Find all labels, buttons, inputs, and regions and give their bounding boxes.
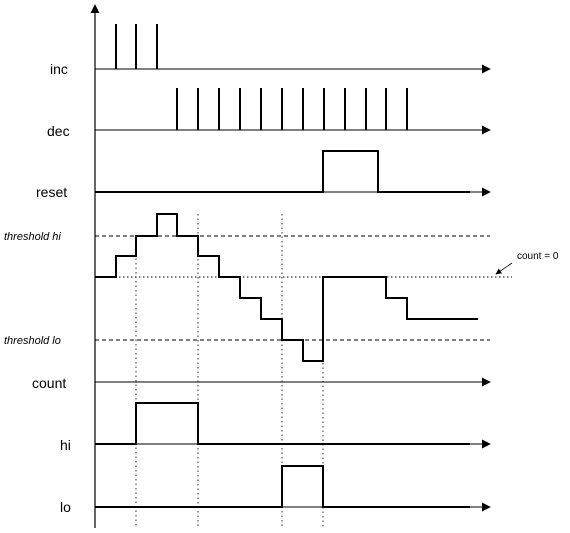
hi-waveform xyxy=(95,402,470,445)
reset-waveform xyxy=(95,150,470,193)
count-waveform xyxy=(95,213,478,362)
lo-label: lo xyxy=(60,499,71,515)
threshold-hi-label: threshold hi xyxy=(4,231,61,243)
inc-label: inc xyxy=(50,61,68,77)
reset-label: reset xyxy=(36,184,67,200)
count-label: count xyxy=(32,375,66,391)
count-zero-pointer xyxy=(495,262,513,275)
inc-pulses xyxy=(115,24,158,69)
count-zero-label: count = 0 xyxy=(517,251,559,262)
guide-lines xyxy=(135,214,324,528)
threshold-lo-label: threshold lo xyxy=(4,335,61,347)
dec-label: dec xyxy=(47,123,70,139)
dec-pulses xyxy=(176,88,408,130)
hi-label: hi xyxy=(60,437,71,453)
lo-waveform xyxy=(95,465,470,508)
